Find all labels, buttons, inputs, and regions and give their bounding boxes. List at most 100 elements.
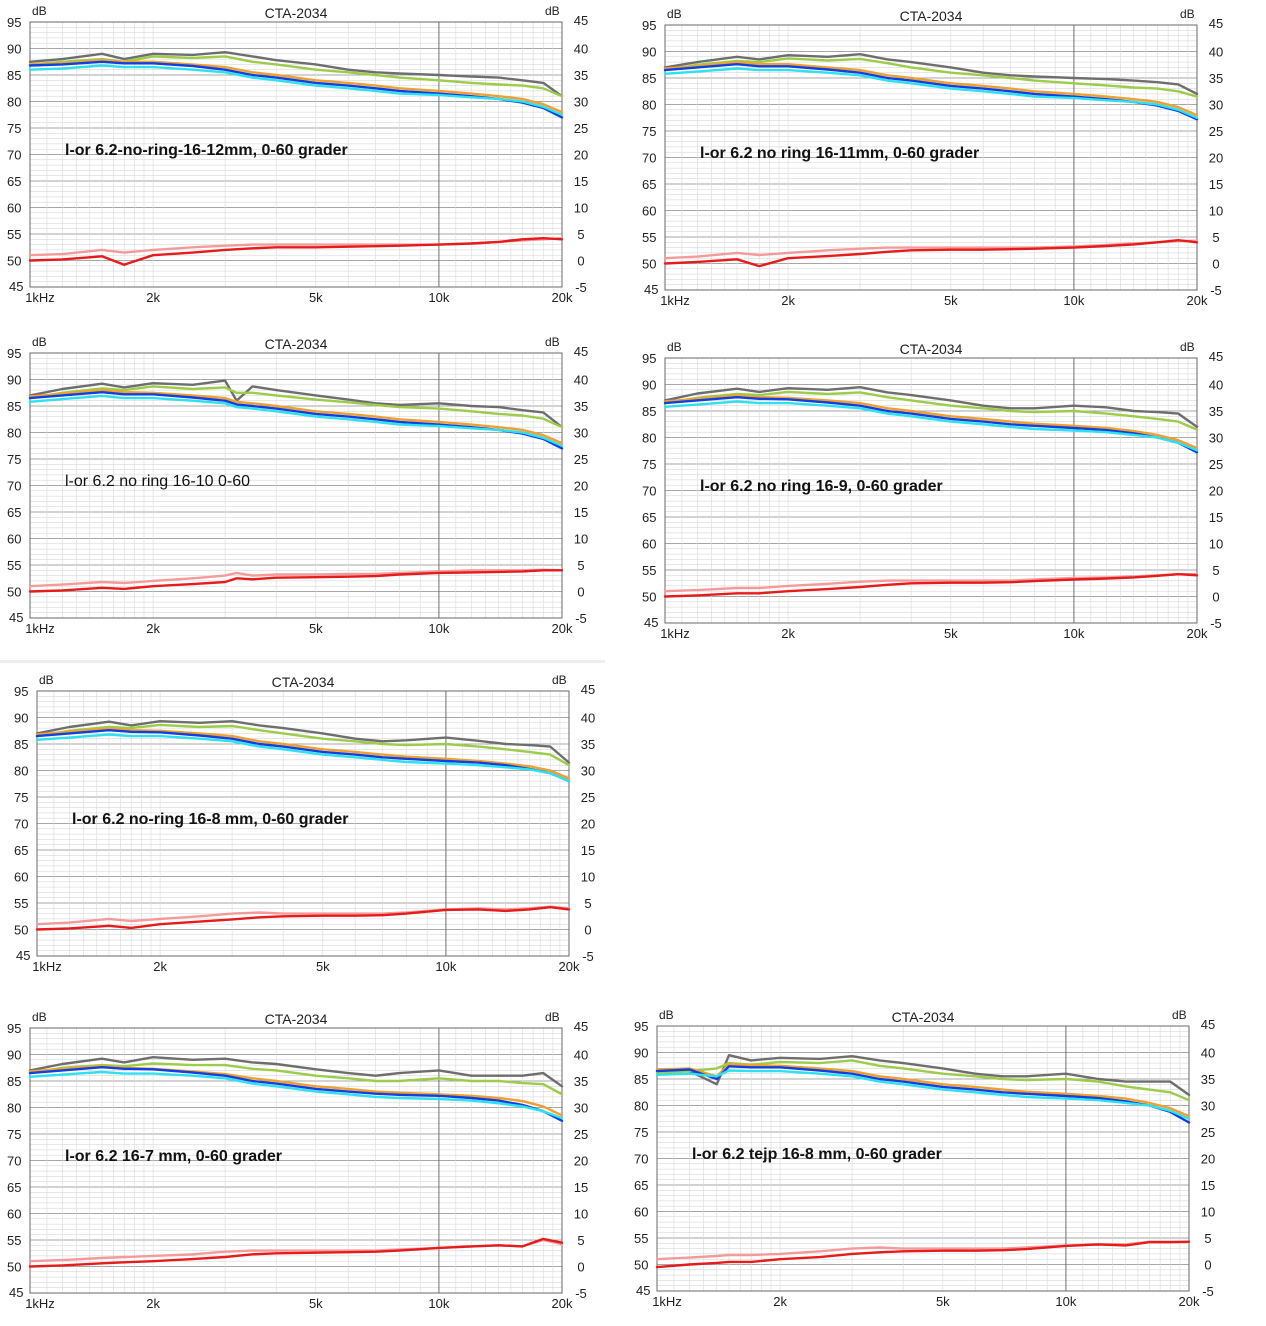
y-left-tick-label: 80 xyxy=(14,764,28,779)
series-line-grey xyxy=(655,1054,1191,1097)
y-left-tick-label: 50 xyxy=(7,585,21,600)
chart-panel-2: 95 90 85 80 75 70 65 60 55 50 45 dB 45 40 35 30 25 20 15 10… xyxy=(635,3,1235,323)
y-left-tick-label: 90 xyxy=(642,378,656,393)
chart-panel-7: 95 90 85 80 75 70 65 60 55 50 45 dB 45 40 35 30 25 20 15 10… xyxy=(627,1004,1227,1324)
y-right-tick-label: 5 xyxy=(1212,563,1219,578)
chart-panel-6: 95 90 85 80 75 70 65 60 55 50 45 dB 45 40 35 30 25 20 15 10… xyxy=(0,1006,600,1326)
chart-annotation: l-or 6.2 no ring 16-11mm, 0-60 grader xyxy=(700,145,979,162)
y-left-axis-label: dB xyxy=(32,1010,47,1024)
y-axis-right: 45 40 35 30 25 20 15 10 5 0 -5 dB xyxy=(1180,7,1223,298)
y-right-tick-label: 25 xyxy=(581,790,595,805)
y-left-axis-label: dB xyxy=(667,340,682,354)
y-left-tick-label: 85 xyxy=(14,737,28,752)
y-right-tick-label: 10 xyxy=(581,870,595,885)
y-left-tick-label: 90 xyxy=(7,1048,21,1063)
y-axis-left: 95 90 85 80 75 70 65 60 55 50 45 dB xyxy=(642,340,682,630)
plot-frame xyxy=(29,1027,563,1294)
x-tick-label: 20k xyxy=(559,959,580,974)
grid xyxy=(29,352,563,619)
series-line-orange xyxy=(655,1063,1191,1118)
y-right-tick-label: 20 xyxy=(1201,1152,1215,1167)
x-tick-label: 1kHz xyxy=(660,626,690,641)
series-line-cyan xyxy=(35,733,571,783)
y-left-tick-label: 45 xyxy=(644,615,658,630)
series-line-grey xyxy=(663,386,1199,429)
series-line-grey xyxy=(28,51,564,98)
y-left-tick-label: 80 xyxy=(7,95,21,110)
x-tick-label: 5k xyxy=(316,959,330,974)
x-axis: 1kHz 2k 5k 10k 20k xyxy=(32,959,580,974)
x-tick-label: 10k xyxy=(428,621,449,636)
series-line-orange xyxy=(35,727,571,780)
x-axis: 1kHz 2k 5k 10k 20k xyxy=(652,1294,1200,1309)
y-axis-left: 95 90 85 80 75 70 65 60 55 50 45 dB xyxy=(634,1008,674,1298)
y-left-tick-label: 60 xyxy=(14,870,28,885)
y-axis-right: 45 40 35 30 25 20 15 10 5 0 -5 dB xyxy=(1172,1008,1215,1299)
y-left-tick-label: 80 xyxy=(7,1101,21,1116)
chart-annotation: l-or 6.2-no-ring-16-12mm, 0-60 grader xyxy=(65,142,348,159)
plot-frame xyxy=(36,690,570,957)
chart-annotation: l-or 6.2 tejp 16-8 mm, 0-60 grader xyxy=(692,1146,942,1163)
y-left-tick-label: 85 xyxy=(7,68,21,83)
separator-line xyxy=(0,660,605,663)
chart-annotation: l-or 6.2 no-ring 16-8 mm, 0-60 grader xyxy=(72,811,349,828)
y-right-tick-label: 15 xyxy=(581,843,595,858)
y-right-tick-label: 10 xyxy=(1209,537,1223,552)
y-left-tick-label: 55 xyxy=(642,563,656,578)
series-line-grey xyxy=(28,379,564,429)
series-group xyxy=(663,386,1199,598)
x-tick-label: 5k xyxy=(944,293,958,308)
y-right-tick-label: 0 xyxy=(577,1260,584,1275)
series-line-pink xyxy=(35,905,571,926)
series-line-red xyxy=(655,1240,1191,1269)
y-left-tick-label: 45 xyxy=(16,948,30,963)
y-left-tick-label: 80 xyxy=(642,98,656,113)
y-right-tick-label: 30 xyxy=(574,1101,588,1116)
y-right-tick-label: -5 xyxy=(575,611,587,626)
x-tick-label: 20k xyxy=(1187,293,1208,308)
y-axis-right: 45 40 35 30 25 20 15 10 5 0 -5 dB xyxy=(1180,340,1223,631)
x-tick-label: 20k xyxy=(552,290,573,305)
y-left-tick-label: 75 xyxy=(642,457,656,472)
y-right-tick-label: 5 xyxy=(1212,230,1219,245)
y-right-tick-label: 0 xyxy=(577,585,584,600)
y-right-tick-label: 35 xyxy=(1201,1072,1215,1087)
y-right-tick-label: 35 xyxy=(581,737,595,752)
y-right-tick-label: 10 xyxy=(1201,1205,1215,1220)
series-line-blue xyxy=(35,729,571,783)
y-left-tick-label: 75 xyxy=(14,790,28,805)
series-line-cyan xyxy=(28,64,564,117)
y-right-tick-label: 45 xyxy=(1209,349,1223,364)
x-axis: 1kHz 2k 5k 10k 20k xyxy=(25,1296,573,1311)
series-line-green xyxy=(663,57,1199,98)
y-right-tick-label: 10 xyxy=(574,532,588,547)
x-tick-label: 5k xyxy=(309,1296,323,1311)
y-left-tick-label: 65 xyxy=(634,1178,648,1193)
y-right-axis-label: dB xyxy=(545,4,560,18)
x-tick-label: 10k xyxy=(428,1296,449,1311)
y-left-tick-label: 55 xyxy=(7,1233,21,1248)
x-tick-label: 2k xyxy=(781,626,795,641)
x-tick-label: 5k xyxy=(936,1294,950,1309)
series-line-red xyxy=(28,569,564,593)
y-left-tick-label: 70 xyxy=(7,148,21,163)
y-right-tick-label: 25 xyxy=(574,452,588,467)
y-right-axis-label: dB xyxy=(545,335,560,349)
series-line-blue xyxy=(655,1065,1191,1124)
y-left-tick-label: 65 xyxy=(7,505,21,520)
x-tick-label: 2k xyxy=(153,959,167,974)
chart-title: CTA-2034 xyxy=(272,674,335,690)
x-axis: 1kHz 2k 5k 10k 20k xyxy=(25,621,573,636)
y-left-tick-label: 70 xyxy=(642,151,656,166)
y-left-tick-label: 55 xyxy=(14,896,28,911)
x-tick-label: 10k xyxy=(1063,293,1084,308)
chart-svg-5: 9590858075706560555045dB4540353025201510… xyxy=(14,673,595,974)
series-group xyxy=(35,720,571,931)
y-right-tick-label: 30 xyxy=(574,426,588,441)
y-left-tick-label: 65 xyxy=(642,177,656,192)
x-tick-label: 2k xyxy=(146,621,160,636)
y-left-tick-label: 65 xyxy=(14,843,28,858)
y-left-tick-label: 50 xyxy=(642,257,656,272)
y-right-tick-label: -5 xyxy=(582,949,594,964)
